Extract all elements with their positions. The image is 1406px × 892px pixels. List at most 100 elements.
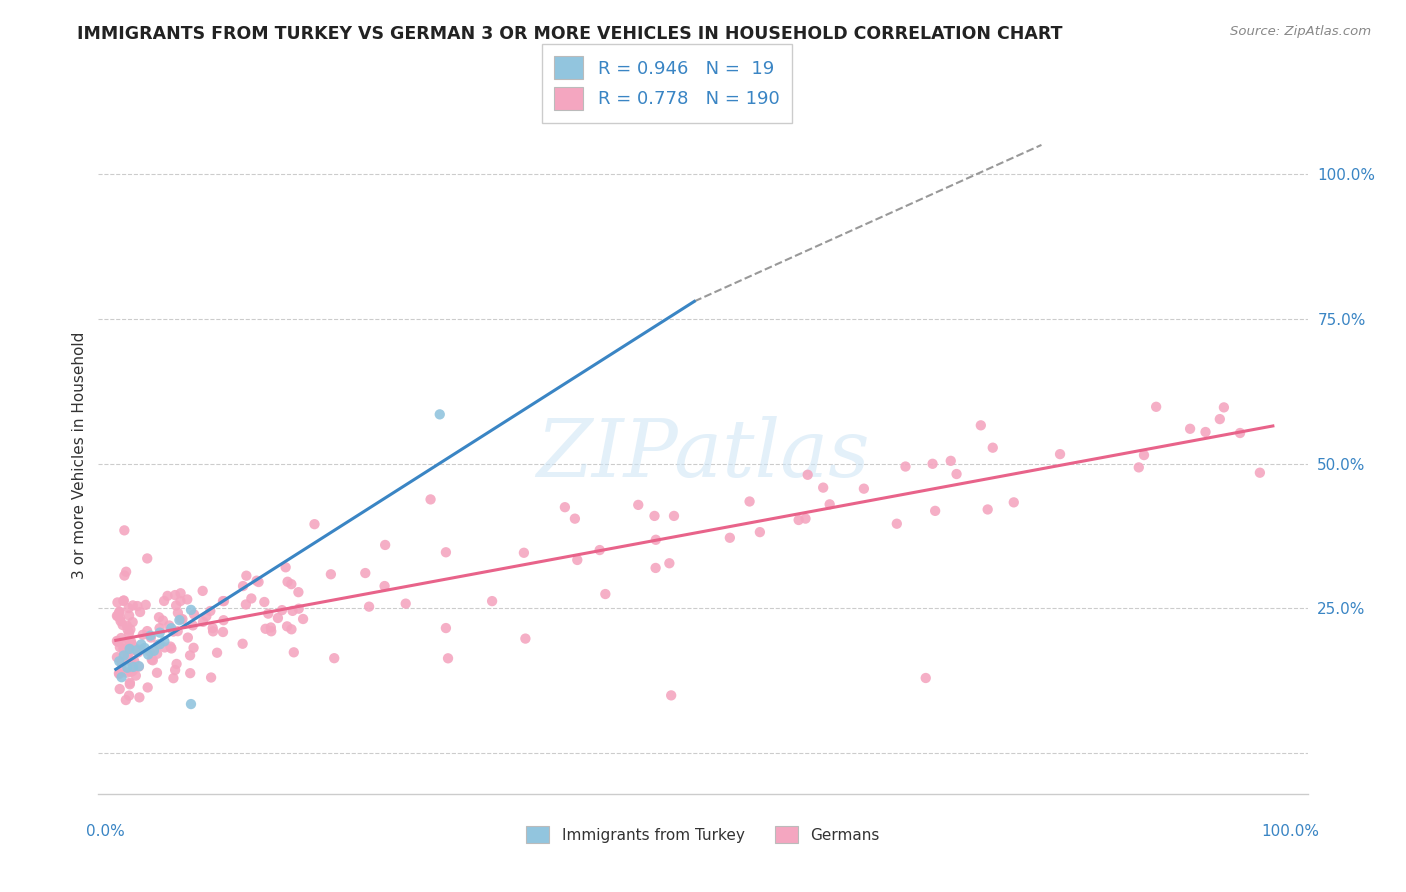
Point bbox=[127, 645, 149, 659]
Point bbox=[118, 645, 141, 659]
Point bbox=[1209, 412, 1232, 426]
Point bbox=[894, 459, 917, 474]
Point bbox=[122, 654, 145, 668]
Point bbox=[139, 629, 162, 643]
Point bbox=[122, 660, 145, 674]
Point bbox=[419, 492, 441, 507]
Point bbox=[156, 589, 179, 603]
Point bbox=[644, 561, 666, 575]
Point bbox=[110, 612, 132, 626]
Point bbox=[748, 525, 770, 540]
Point bbox=[118, 633, 141, 648]
Point bbox=[111, 662, 134, 676]
Point bbox=[108, 640, 131, 655]
Point bbox=[260, 624, 283, 639]
Point bbox=[142, 653, 165, 667]
Point bbox=[787, 513, 810, 527]
Point bbox=[105, 634, 128, 648]
Point bbox=[176, 592, 198, 607]
Point bbox=[169, 612, 191, 626]
Point bbox=[1229, 425, 1251, 440]
Point bbox=[120, 665, 142, 679]
Point bbox=[146, 665, 169, 680]
Point bbox=[280, 623, 302, 637]
Point bbox=[143, 644, 166, 658]
Point bbox=[914, 671, 936, 685]
Point bbox=[139, 631, 162, 645]
Point bbox=[159, 640, 181, 654]
Point bbox=[257, 607, 280, 621]
Point bbox=[212, 594, 235, 608]
Point bbox=[162, 671, 184, 685]
Point bbox=[125, 642, 148, 657]
Point bbox=[180, 697, 202, 711]
Point bbox=[110, 631, 132, 645]
Point bbox=[105, 650, 128, 665]
Point bbox=[117, 623, 139, 637]
Point bbox=[129, 605, 152, 619]
Point bbox=[271, 603, 294, 617]
Point bbox=[201, 621, 224, 635]
Point bbox=[115, 665, 138, 680]
Point bbox=[121, 615, 143, 629]
Point bbox=[818, 497, 841, 511]
Point bbox=[274, 560, 297, 574]
Point bbox=[1002, 495, 1025, 509]
Point bbox=[111, 618, 134, 632]
Point bbox=[212, 613, 235, 627]
Point bbox=[146, 638, 169, 652]
Point bbox=[110, 614, 132, 628]
Point bbox=[115, 565, 138, 579]
Point bbox=[976, 502, 998, 516]
Point bbox=[166, 624, 188, 639]
Point bbox=[112, 524, 135, 538]
Point bbox=[304, 517, 326, 532]
Point bbox=[254, 622, 277, 636]
Point bbox=[112, 641, 135, 656]
Point bbox=[179, 648, 201, 663]
Point bbox=[970, 418, 993, 433]
Point bbox=[246, 574, 269, 588]
Point bbox=[121, 637, 143, 651]
Point bbox=[129, 642, 152, 657]
Point bbox=[852, 482, 875, 496]
Point bbox=[165, 663, 187, 677]
Point bbox=[589, 543, 612, 558]
Point bbox=[1178, 422, 1201, 436]
Point bbox=[117, 648, 139, 662]
Point bbox=[434, 621, 457, 635]
Point bbox=[169, 613, 191, 627]
Point bbox=[564, 511, 586, 525]
Point bbox=[232, 579, 254, 593]
Point bbox=[118, 641, 141, 656]
Point bbox=[180, 603, 202, 617]
Point bbox=[1212, 401, 1234, 415]
Point bbox=[165, 599, 187, 613]
Text: Source: ZipAtlas.com: Source: ZipAtlas.com bbox=[1230, 25, 1371, 38]
Point bbox=[1128, 460, 1150, 475]
Point bbox=[120, 665, 142, 679]
Point bbox=[146, 647, 169, 661]
Point bbox=[292, 612, 315, 626]
Point bbox=[134, 640, 156, 655]
Point bbox=[128, 659, 150, 673]
Point bbox=[120, 634, 142, 648]
Point bbox=[235, 568, 257, 582]
Point bbox=[181, 618, 204, 632]
Point bbox=[148, 610, 170, 624]
Point bbox=[121, 599, 143, 613]
Point bbox=[1249, 466, 1271, 480]
Point bbox=[136, 551, 159, 566]
Point bbox=[212, 594, 235, 608]
Point bbox=[165, 588, 187, 602]
Point bbox=[125, 643, 148, 657]
Point bbox=[157, 618, 180, 632]
Point bbox=[354, 566, 377, 580]
Point bbox=[118, 626, 141, 640]
Point bbox=[153, 594, 176, 608]
Point bbox=[921, 457, 943, 471]
Point bbox=[152, 614, 174, 628]
Point bbox=[247, 574, 270, 589]
Point bbox=[118, 640, 141, 655]
Point bbox=[253, 595, 276, 609]
